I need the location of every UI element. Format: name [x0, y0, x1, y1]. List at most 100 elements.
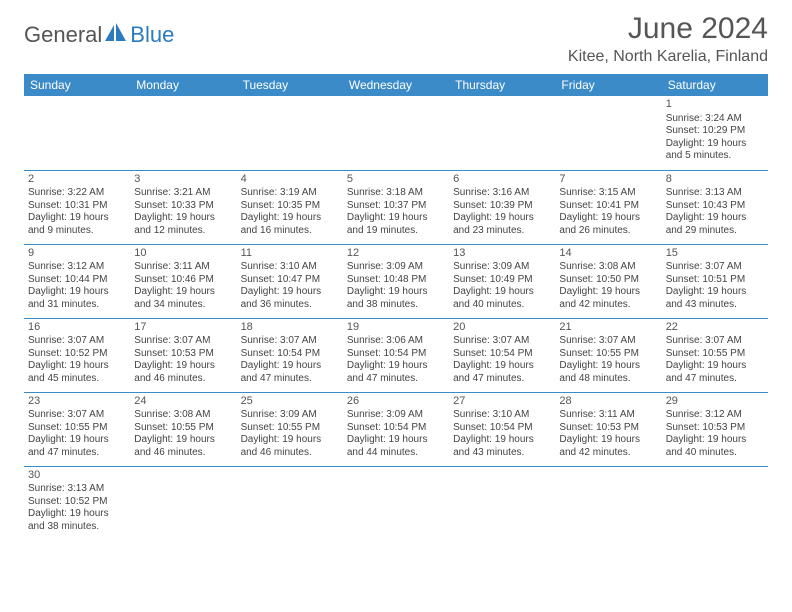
sunset-line: Sunset: 10:54 PM [453, 348, 551, 361]
d1-line: Daylight: 19 hours [241, 286, 339, 299]
sunset-line: Sunset: 10:39 PM [453, 200, 551, 213]
calendar-cell: 12Sunrise: 3:09 AMSunset: 10:48 PMDaylig… [343, 244, 449, 318]
d2-line: and 47 minutes. [453, 373, 551, 386]
calendar-cell [237, 466, 343, 540]
sunset-line: Sunset: 10:43 PM [666, 200, 764, 213]
sunrise-line: Sunrise: 3:18 AM [347, 187, 445, 200]
calendar-cell: 9Sunrise: 3:12 AMSunset: 10:44 PMDayligh… [24, 244, 130, 318]
sunset-line: Sunset: 10:54 PM [347, 422, 445, 435]
calendar-cell: 29Sunrise: 3:12 AMSunset: 10:53 PMDaylig… [662, 392, 768, 466]
d1-line: Daylight: 19 hours [666, 360, 764, 373]
sunrise-line: Sunrise: 3:07 AM [241, 335, 339, 348]
calendar-week: 16Sunrise: 3:07 AMSunset: 10:52 PMDaylig… [24, 318, 768, 392]
d1-line: Daylight: 19 hours [241, 434, 339, 447]
day-header: Friday [555, 74, 661, 96]
day-header: Monday [130, 74, 236, 96]
calendar-cell: 20Sunrise: 3:07 AMSunset: 10:54 PMDaylig… [449, 318, 555, 392]
day-number: 26 [347, 395, 445, 409]
calendar-cell [130, 96, 236, 170]
d2-line: and 43 minutes. [453, 447, 551, 460]
d2-line: and 9 minutes. [28, 225, 126, 238]
sunset-line: Sunset: 10:53 PM [134, 348, 232, 361]
sunset-line: Sunset: 10:51 PM [666, 274, 764, 287]
calendar-cell [24, 96, 130, 170]
d1-line: Daylight: 19 hours [453, 434, 551, 447]
d2-line: and 47 minutes. [28, 447, 126, 460]
day-number: 1 [666, 98, 764, 112]
day-header: Thursday [449, 74, 555, 96]
d1-line: Daylight: 19 hours [453, 286, 551, 299]
sunset-line: Sunset: 10:50 PM [559, 274, 657, 287]
calendar-cell [237, 96, 343, 170]
sunset-line: Sunset: 10:31 PM [28, 200, 126, 213]
d1-line: Daylight: 19 hours [666, 212, 764, 225]
sunrise-line: Sunrise: 3:07 AM [559, 335, 657, 348]
sunset-line: Sunset: 10:54 PM [241, 348, 339, 361]
d1-line: Daylight: 19 hours [134, 212, 232, 225]
d1-line: Daylight: 19 hours [28, 508, 126, 521]
sunset-line: Sunset: 10:37 PM [347, 200, 445, 213]
sunset-line: Sunset: 10:33 PM [134, 200, 232, 213]
calendar-cell [343, 96, 449, 170]
d2-line: and 16 minutes. [241, 225, 339, 238]
sunrise-line: Sunrise: 3:07 AM [666, 261, 764, 274]
sunset-line: Sunset: 10:52 PM [28, 496, 126, 509]
d1-line: Daylight: 19 hours [241, 212, 339, 225]
d1-line: Daylight: 19 hours [559, 434, 657, 447]
sunset-line: Sunset: 10:47 PM [241, 274, 339, 287]
day-number: 28 [559, 395, 657, 409]
sunrise-line: Sunrise: 3:07 AM [134, 335, 232, 348]
day-number: 17 [134, 321, 232, 335]
d2-line: and 46 minutes. [134, 373, 232, 386]
calendar-week: 9Sunrise: 3:12 AMSunset: 10:44 PMDayligh… [24, 244, 768, 318]
d2-line: and 29 minutes. [666, 225, 764, 238]
day-number: 22 [666, 321, 764, 335]
calendar-cell [449, 466, 555, 540]
calendar-week: 1Sunrise: 3:24 AMSunset: 10:29 PMDayligh… [24, 96, 768, 170]
day-number: 15 [666, 247, 764, 261]
d2-line: and 42 minutes. [559, 299, 657, 312]
d1-line: Daylight: 19 hours [559, 360, 657, 373]
calendar-cell: 8Sunrise: 3:13 AMSunset: 10:43 PMDayligh… [662, 170, 768, 244]
sunset-line: Sunset: 10:53 PM [666, 422, 764, 435]
d1-line: Daylight: 19 hours [666, 138, 764, 151]
sunrise-line: Sunrise: 3:11 AM [134, 261, 232, 274]
sunset-line: Sunset: 10:52 PM [28, 348, 126, 361]
day-header: Sunday [24, 74, 130, 96]
sail-icon [105, 23, 127, 48]
d1-line: Daylight: 19 hours [134, 286, 232, 299]
sunrise-line: Sunrise: 3:06 AM [347, 335, 445, 348]
calendar-cell: 13Sunrise: 3:09 AMSunset: 10:49 PMDaylig… [449, 244, 555, 318]
d1-line: Daylight: 19 hours [347, 360, 445, 373]
day-number: 29 [666, 395, 764, 409]
d1-line: Daylight: 19 hours [241, 360, 339, 373]
sunset-line: Sunset: 10:29 PM [666, 125, 764, 138]
calendar-cell: 1Sunrise: 3:24 AMSunset: 10:29 PMDayligh… [662, 96, 768, 170]
d2-line: and 44 minutes. [347, 447, 445, 460]
d2-line: and 38 minutes. [347, 299, 445, 312]
d1-line: Daylight: 19 hours [666, 434, 764, 447]
header: General Blue June 2024 Kitee, North Kare… [24, 12, 768, 66]
day-number: 13 [453, 247, 551, 261]
day-header: Tuesday [237, 74, 343, 96]
sunrise-line: Sunrise: 3:09 AM [453, 261, 551, 274]
day-number: 2 [28, 173, 126, 187]
day-number: 7 [559, 173, 657, 187]
d1-line: Daylight: 19 hours [28, 286, 126, 299]
day-header: Wednesday [343, 74, 449, 96]
sunset-line: Sunset: 10:54 PM [347, 348, 445, 361]
d1-line: Daylight: 19 hours [559, 286, 657, 299]
calendar-cell: 7Sunrise: 3:15 AMSunset: 10:41 PMDayligh… [555, 170, 661, 244]
sunset-line: Sunset: 10:48 PM [347, 274, 445, 287]
day-number: 6 [453, 173, 551, 187]
calendar-cell [449, 96, 555, 170]
calendar-cell: 25Sunrise: 3:09 AMSunset: 10:55 PMDaylig… [237, 392, 343, 466]
day-number: 24 [134, 395, 232, 409]
sunrise-line: Sunrise: 3:16 AM [453, 187, 551, 200]
d2-line: and 40 minutes. [453, 299, 551, 312]
day-number: 19 [347, 321, 445, 335]
calendar-cell: 17Sunrise: 3:07 AMSunset: 10:53 PMDaylig… [130, 318, 236, 392]
sunset-line: Sunset: 10:55 PM [28, 422, 126, 435]
calendar-week: 23Sunrise: 3:07 AMSunset: 10:55 PMDaylig… [24, 392, 768, 466]
calendar-cell [130, 466, 236, 540]
